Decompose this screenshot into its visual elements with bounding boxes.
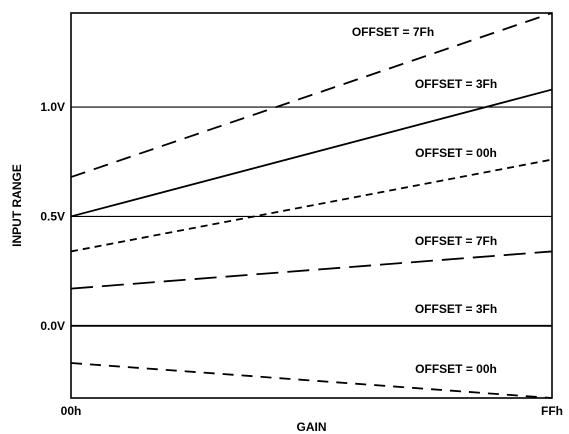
series-line bbox=[70, 12, 553, 178]
y-tick-labels: 0.0V 0.5V 1.0V bbox=[40, 100, 65, 333]
x-tick-label: 00h bbox=[61, 404, 82, 418]
series-line bbox=[70, 250, 553, 290]
x-axis-label: GAIN bbox=[297, 420, 327, 434]
series-line bbox=[70, 362, 553, 399]
plot-frame bbox=[70, 12, 553, 399]
series-lines bbox=[70, 12, 553, 399]
x-tick-labels: 00h FFh bbox=[61, 404, 563, 418]
x-tick-label: FFh bbox=[541, 404, 563, 418]
grid-lines bbox=[71, 106, 552, 327]
series-label: OFFSET = 00h bbox=[415, 146, 497, 160]
y-tick-label: 1.0V bbox=[40, 100, 65, 114]
series-line bbox=[70, 158, 553, 253]
y-tick-label: 0.0V bbox=[40, 319, 65, 333]
y-axis-label: INPUT RANGE bbox=[10, 164, 24, 247]
series-label: OFFSET = 7Fh bbox=[352, 25, 434, 39]
series-line bbox=[70, 88, 553, 218]
series-label: OFFSET = 00h bbox=[415, 362, 497, 376]
series-label: OFFSET = 3Fh bbox=[415, 77, 497, 91]
series-label: OFFSET = 7Fh bbox=[415, 234, 497, 248]
series-label: OFFSET = 3Fh bbox=[415, 302, 497, 316]
series-labels: OFFSET = 7Fh OFFSET = 3Fh OFFSET = 00h OFFS… bbox=[352, 25, 497, 376]
y-tick-label: 0.5V bbox=[40, 209, 65, 223]
